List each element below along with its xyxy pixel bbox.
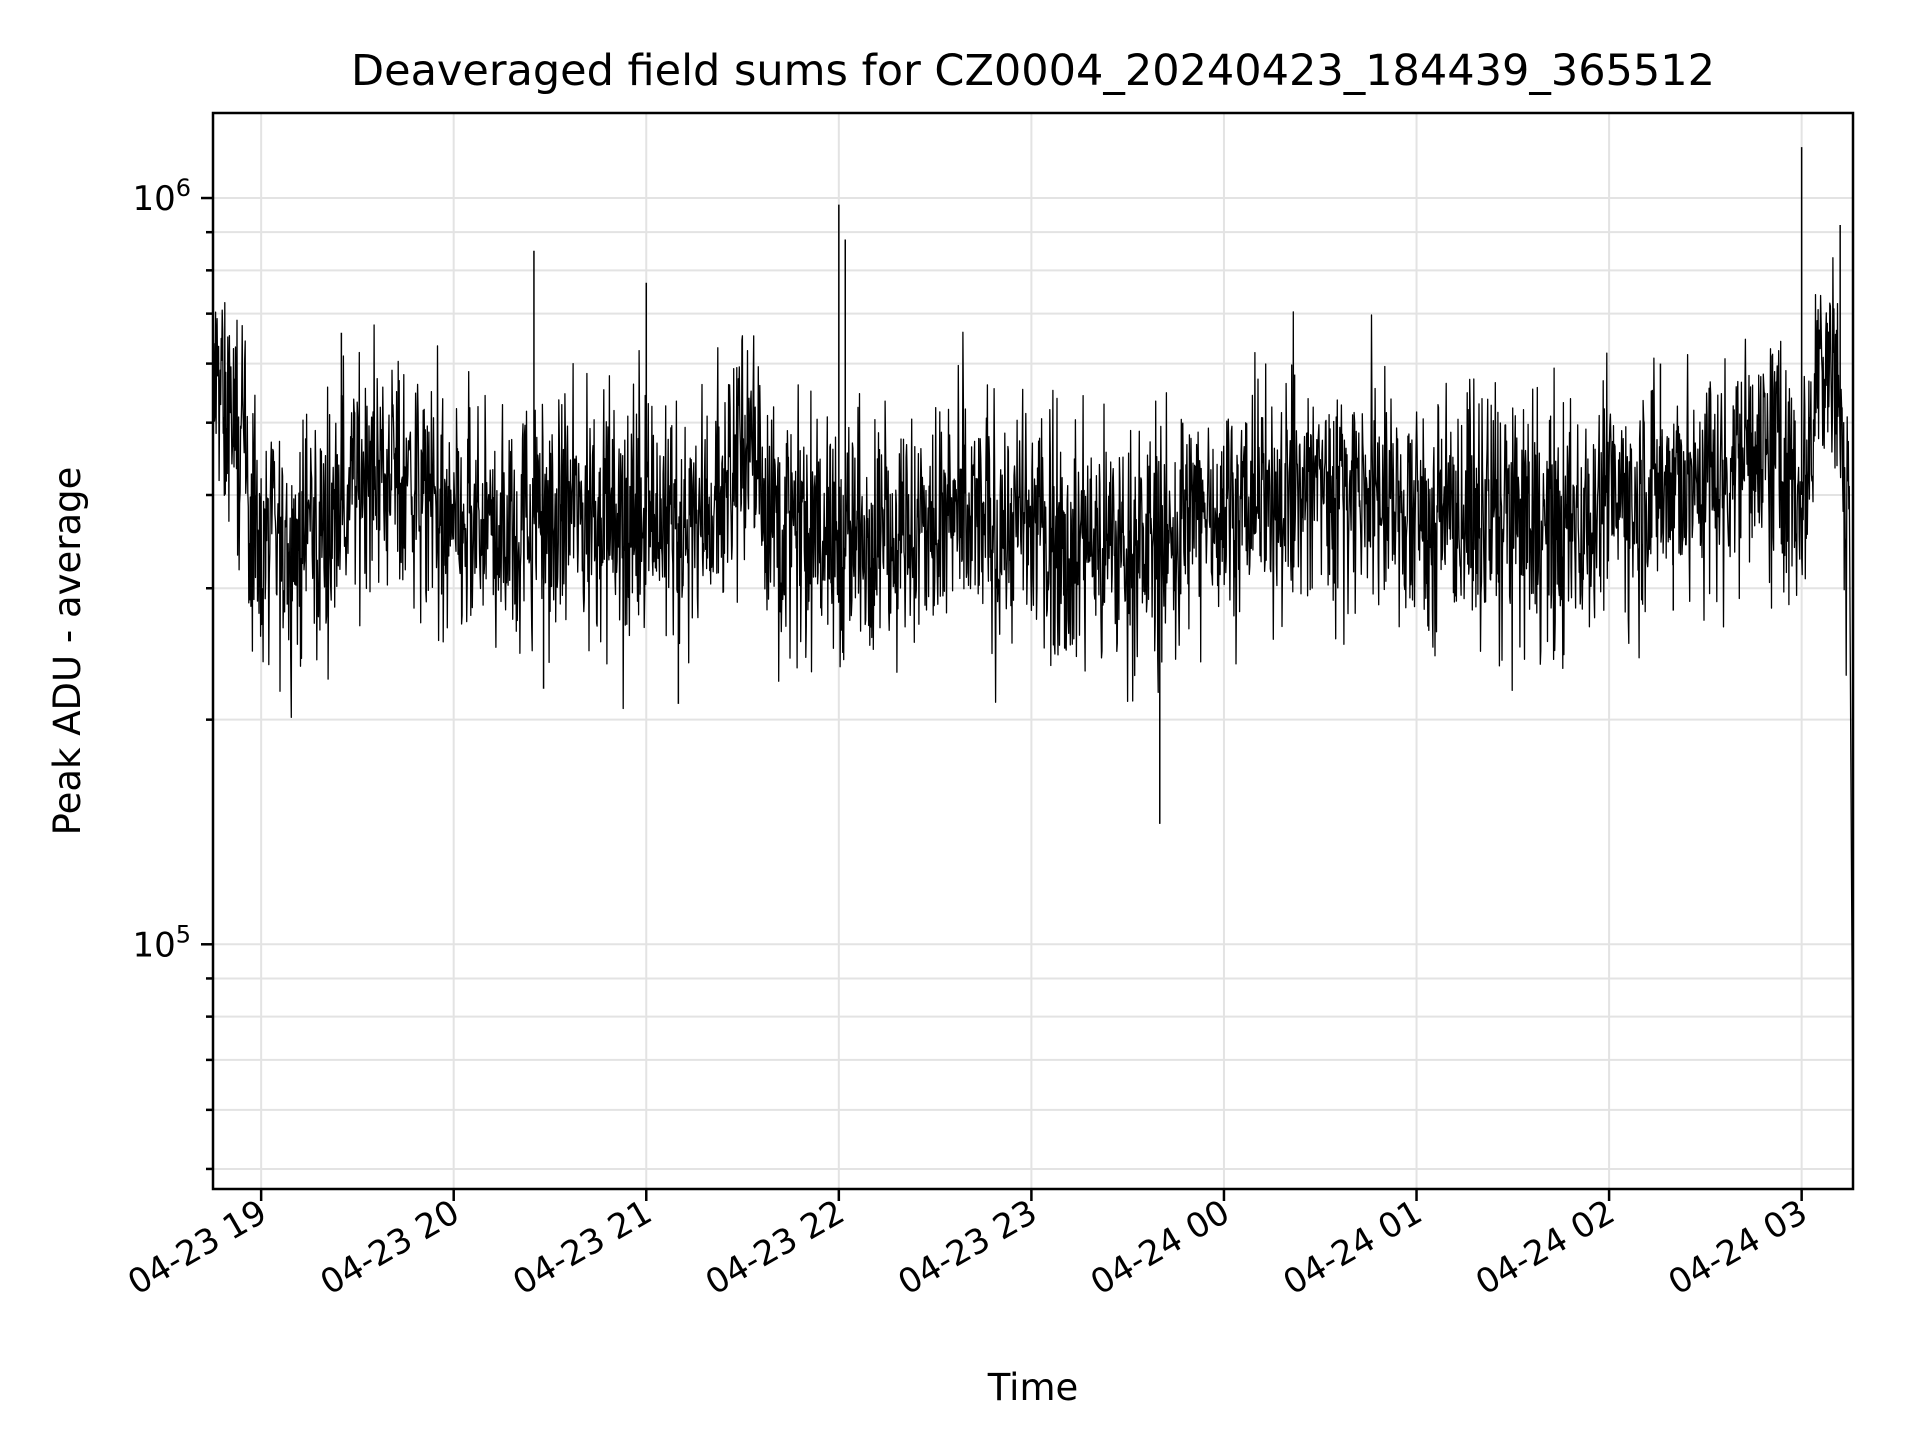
series-line: [212, 257, 1854, 1139]
y-tick-label: 105: [132, 920, 191, 965]
x-axis-label: Time: [987, 1366, 1079, 1409]
data-layer: [212, 147, 1854, 1139]
y-tick-label: 106: [132, 174, 191, 219]
y-axis-label: Peak ADU - average: [46, 467, 89, 836]
plot-area-frame: [211, 111, 1855, 1191]
chart-title: Deaveraged field sums for CZ0004_2024042…: [351, 46, 1715, 96]
